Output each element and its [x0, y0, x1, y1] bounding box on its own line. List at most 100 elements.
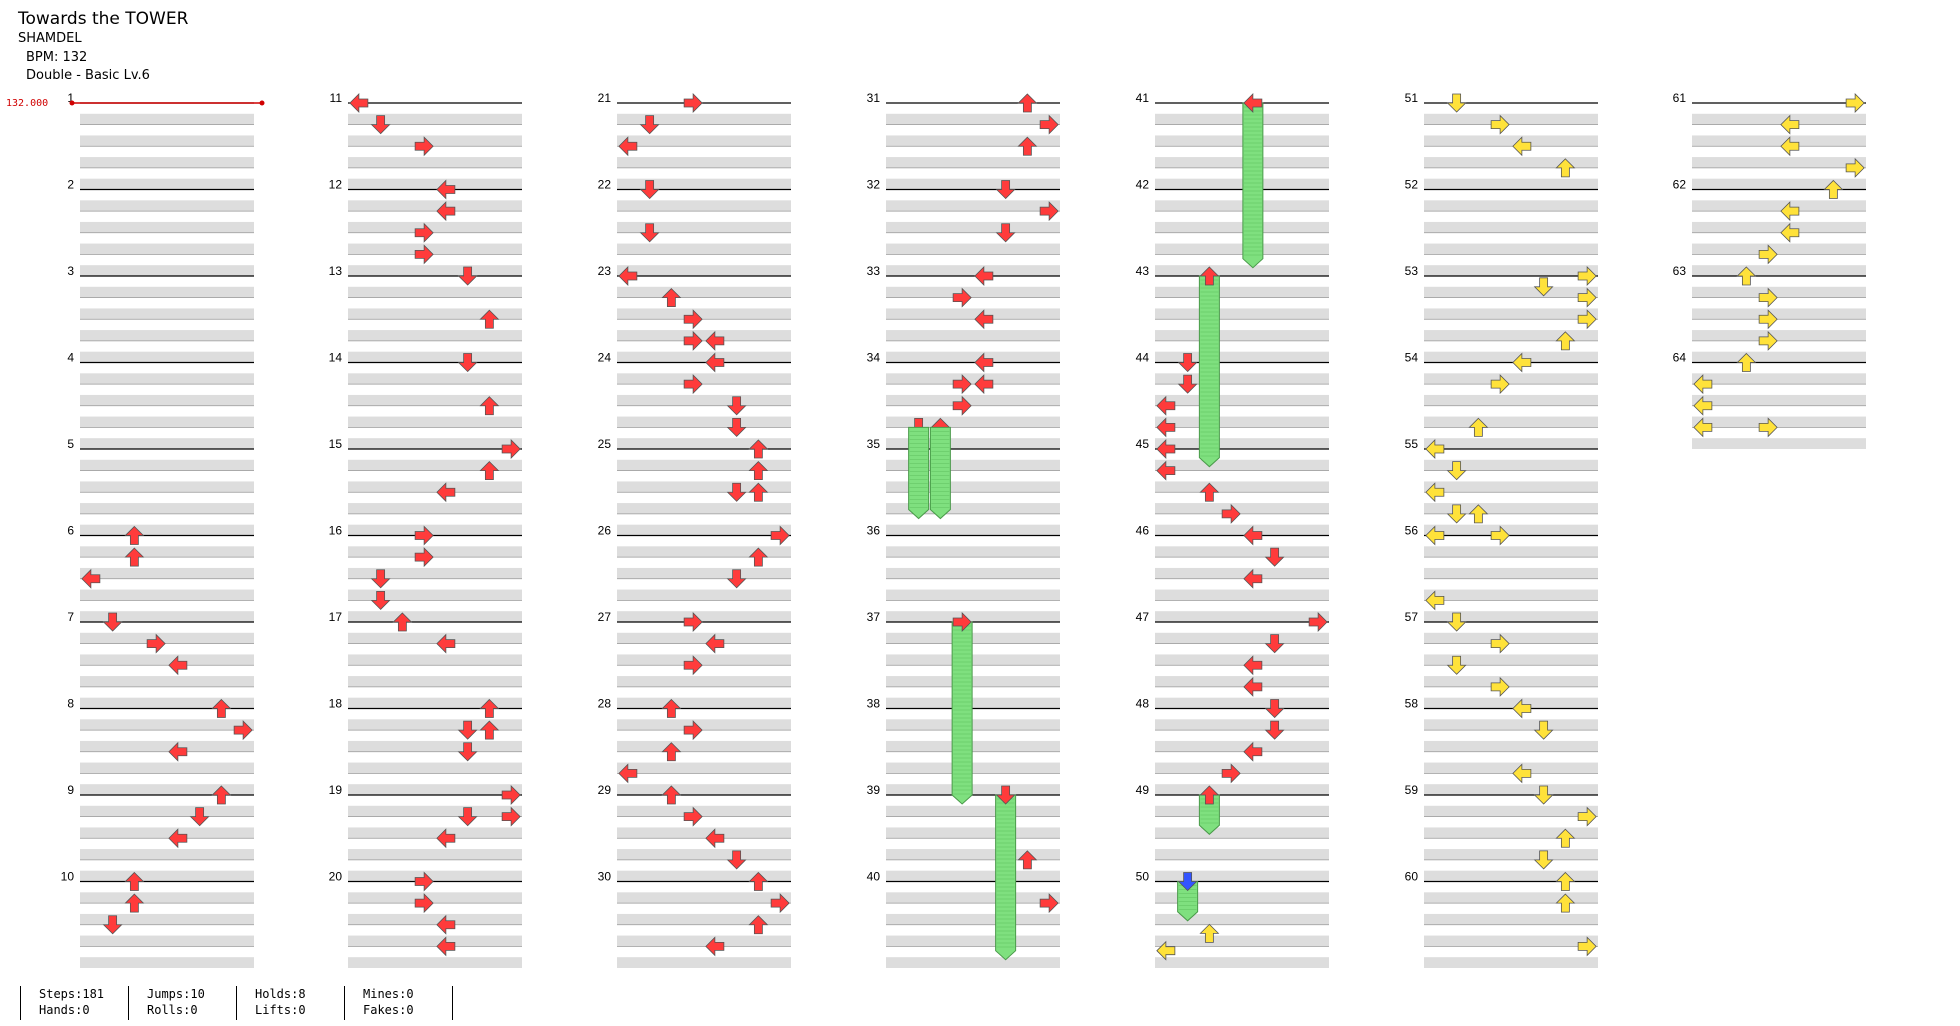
beat-band: [348, 849, 522, 860]
beat-band: [617, 697, 791, 709]
beat-band: [1424, 481, 1598, 493]
beat-band: [80, 632, 254, 644]
beat-band: [1424, 459, 1598, 471]
beat-band: [1424, 676, 1598, 687]
beat-band: [1155, 784, 1329, 795]
beat-band: [617, 589, 791, 601]
chart-column-2: 11 12 13 14 15 16 17 18 19 20: [329, 91, 522, 968]
beat-band: [886, 611, 1060, 622]
beat-band: [617, 849, 791, 860]
beat-band: [348, 524, 522, 536]
beat-band: [1424, 416, 1598, 428]
beat-band: [886, 178, 1060, 190]
beat-band: [1692, 178, 1866, 190]
beat-band: [617, 286, 791, 298]
beat-band: [886, 135, 1060, 147]
measure-number: 62: [1673, 178, 1687, 192]
bpm-line-end: [259, 100, 265, 106]
beat-band: [80, 676, 254, 687]
beat-band: [886, 157, 1060, 168]
beat-band: [1692, 373, 1866, 385]
beat-band: [617, 221, 791, 233]
beat-band: [1424, 762, 1598, 774]
beat-band: [886, 221, 1060, 233]
beat-band: [1155, 611, 1329, 622]
measure-number: 58: [1405, 697, 1419, 711]
bpm-line-start: [69, 100, 75, 106]
measure-number: 52: [1405, 178, 1419, 192]
measure-number: 25: [598, 437, 612, 451]
beat-band: [1424, 697, 1598, 709]
beat-band: [1424, 394, 1598, 406]
chart-column-5: 41 42 43 44 45 46 47 48 49 50: [1136, 91, 1329, 968]
beat-band: [80, 351, 254, 363]
beat-band: [80, 913, 254, 925]
measure-number: 3: [67, 264, 74, 278]
hold-note: [929, 426, 951, 520]
measure-number: 32: [867, 178, 881, 192]
beat-band: [1692, 286, 1866, 298]
measure-number: 42: [1136, 178, 1150, 192]
beat-band: [1692, 221, 1866, 233]
beat-band: [886, 330, 1060, 341]
beat-band: [348, 351, 522, 363]
beat-band: [348, 200, 522, 212]
beat-band: [348, 503, 522, 514]
measure-number: 15: [329, 437, 343, 451]
beat-band: [1424, 221, 1598, 233]
beat-band: [886, 286, 1060, 298]
beat-band: [886, 762, 1060, 774]
beat-band: [617, 567, 791, 579]
beat-band: [886, 546, 1060, 558]
beat-band: [1155, 849, 1329, 860]
beat-band: [348, 740, 522, 752]
beat-band: [617, 805, 791, 817]
stat-fakes: Fakes:0: [363, 1003, 414, 1017]
beat-band: [1155, 827, 1329, 839]
beat-band: [886, 827, 1060, 839]
beat-band: [617, 784, 791, 795]
measure-number: 28: [598, 697, 612, 711]
beat-band: [80, 740, 254, 752]
beat-band: [886, 416, 1060, 428]
beat-band: [1424, 200, 1598, 212]
measure-number: 49: [1136, 783, 1150, 797]
step-arrow: [349, 93, 369, 113]
beat-band: [348, 719, 522, 731]
beat-band: [617, 870, 791, 882]
beat-band: [1155, 351, 1329, 363]
measure-number: 45: [1136, 437, 1150, 451]
measure-number: 41: [1136, 91, 1150, 105]
beat-band: [1424, 805, 1598, 817]
beat-band: [348, 373, 522, 385]
beat-band: [80, 697, 254, 709]
beat-band: [1424, 308, 1598, 320]
measure-number: 29: [598, 783, 612, 797]
beat-band: [1155, 870, 1329, 882]
measure-number: 17: [329, 610, 343, 624]
beat-band: [1155, 416, 1329, 428]
beat-band: [348, 892, 522, 904]
beat-band: [1424, 373, 1598, 385]
beat-band: [80, 524, 254, 536]
beat-band: [886, 113, 1060, 125]
beat-band: [886, 935, 1060, 947]
beat-band: [886, 265, 1060, 276]
beat-band: [80, 654, 254, 666]
beat-band: [617, 178, 791, 190]
beat-band: [617, 503, 791, 514]
measure-number: 64: [1673, 351, 1687, 365]
measure-number: 21: [598, 91, 612, 105]
beat-band: [1155, 762, 1329, 774]
beat-band: [617, 438, 791, 449]
beat-band: [1155, 243, 1329, 255]
beat-band: [1424, 784, 1598, 795]
measure-number: 30: [598, 870, 612, 884]
measure-number: 5: [67, 437, 74, 451]
beat-band: [1155, 676, 1329, 687]
beat-band: [886, 870, 1060, 882]
beat-band: [1424, 567, 1598, 579]
beat-band: [886, 503, 1060, 514]
beat-band: [80, 849, 254, 860]
beat-band: [617, 481, 791, 493]
